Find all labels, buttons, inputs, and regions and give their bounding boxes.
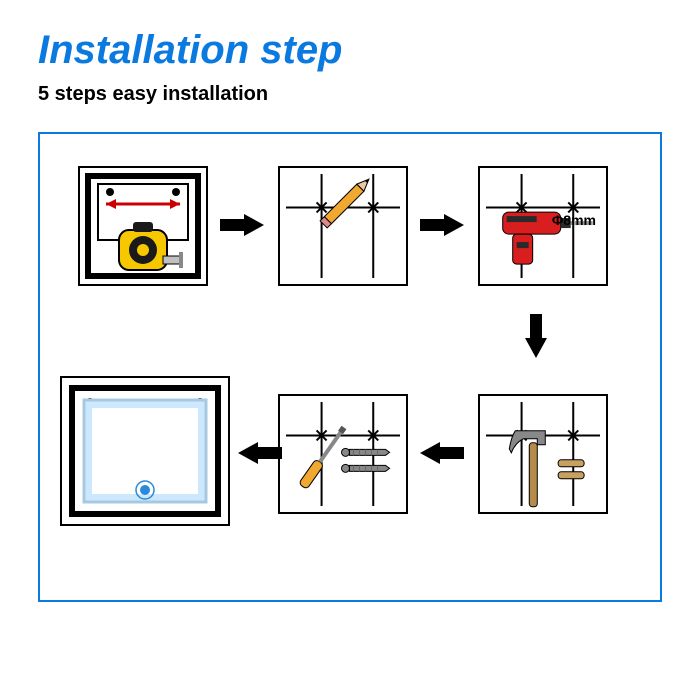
- flow-arrow-left: [420, 442, 464, 464]
- page-title: Installation step: [38, 28, 662, 73]
- diagram-frame: Φ8mm: [38, 132, 662, 602]
- step-drill: Φ8mm: [478, 166, 608, 286]
- flow-arrow-right: [420, 214, 464, 236]
- step-hammer-anchor: [478, 394, 608, 514]
- step-screwdriver-screws: [278, 394, 408, 514]
- page-subtitle: 5 steps easy installation: [38, 83, 662, 106]
- step-mounted-mirror: [60, 376, 230, 526]
- drill-size-label: Φ8mm: [552, 212, 596, 228]
- step-pencil-mark: [278, 166, 408, 286]
- flow-arrow-right: [220, 214, 264, 236]
- flow-arrow-left: [238, 442, 282, 464]
- step-measure: [78, 166, 208, 286]
- flow-arrow-down: [525, 314, 547, 358]
